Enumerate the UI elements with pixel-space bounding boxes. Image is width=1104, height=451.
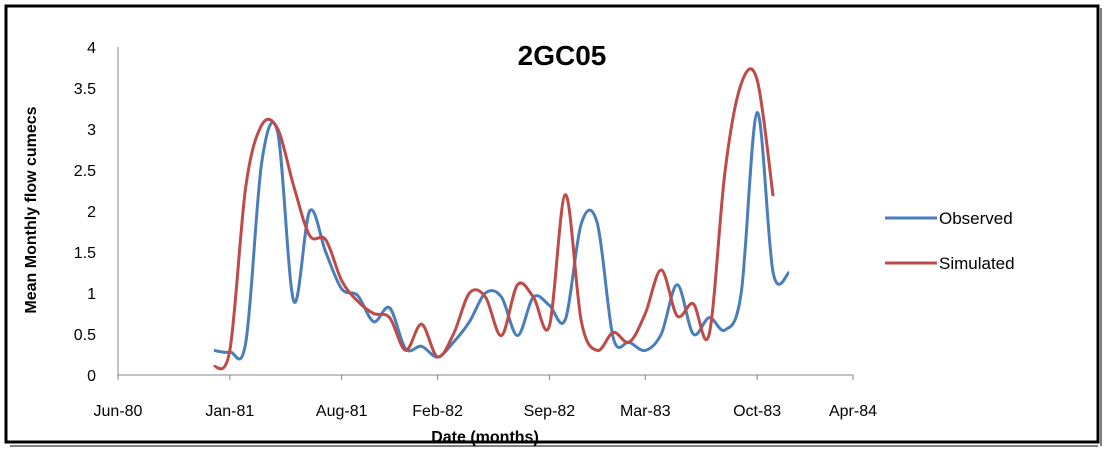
legend-label-simulated: Simulated xyxy=(939,254,1015,273)
x-tick-label: Oct-83 xyxy=(733,403,781,420)
x-tick-label: Feb-82 xyxy=(412,403,463,420)
y-tick-label: 0 xyxy=(87,368,96,385)
x-tick-label: Aug-81 xyxy=(316,403,368,420)
y-tick-label: 0.5 xyxy=(74,327,96,344)
x-tick-label: Jun-80 xyxy=(94,403,143,420)
x-tick-label: Apr-84 xyxy=(829,403,877,420)
series-line-observed xyxy=(213,111,791,361)
y-tick-label: 3.5 xyxy=(74,81,96,98)
y-tick-label: 1.5 xyxy=(74,245,96,262)
legend: Observed Simulated xyxy=(885,209,1015,273)
y-tick-label: 3 xyxy=(87,122,96,139)
x-tick-label: Sep-82 xyxy=(524,403,576,420)
y-axis-label: Mean Monthly flow cumecs xyxy=(23,106,40,313)
series-lines xyxy=(212,67,791,371)
y-tick-label: 1 xyxy=(87,286,96,303)
y-tick-label: 2.5 xyxy=(74,163,96,180)
y-tick-labels: 0 0.5 1 1.5 2 2.5 3 3.5 4 xyxy=(74,40,96,385)
x-axis-label: Date (months) xyxy=(431,429,539,446)
y-tick-label: 4 xyxy=(87,40,96,57)
legend-label-observed: Observed xyxy=(939,209,1013,228)
x-tick-label: Jan-81 xyxy=(205,403,254,420)
y-tick-label: 2 xyxy=(87,204,96,221)
x-tick-label: Mar-83 xyxy=(620,403,671,420)
chart-title: 2GC05 xyxy=(518,40,607,71)
series-line-simulated xyxy=(212,67,775,371)
x-tick-labels: Jun-80 Jan-81 Aug-81 Feb-82 Sep-82 Mar-83 Oct-… xyxy=(94,375,877,420)
chart-border xyxy=(4,4,1100,444)
